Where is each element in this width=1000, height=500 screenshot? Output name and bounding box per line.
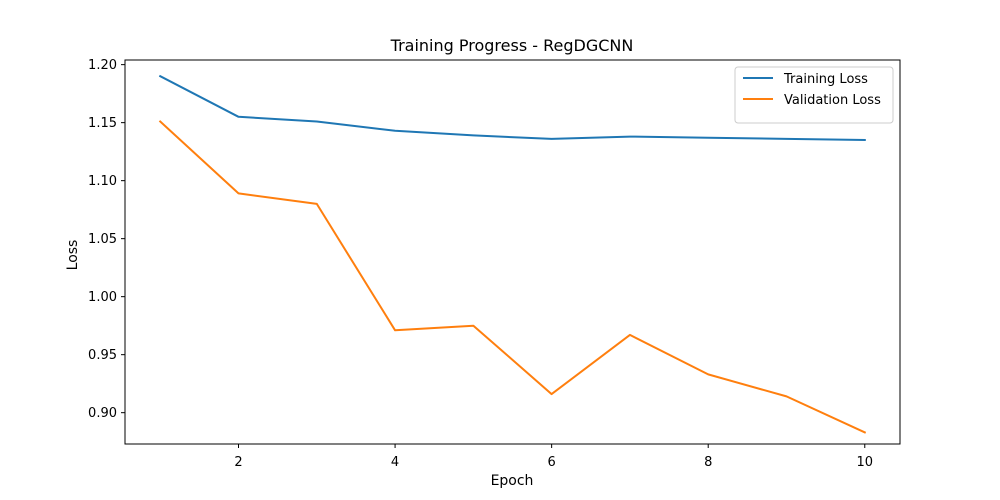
x-tick-label: 8 bbox=[704, 455, 712, 470]
y-tick-label: 1.00 bbox=[88, 290, 117, 305]
y-tick-label: 1.15 bbox=[88, 116, 117, 131]
y-axis-ticks: 0.90 0.95 1.00 1.05 1.10 1.15 1.20 bbox=[88, 58, 125, 421]
y-tick-label: 0.90 bbox=[88, 406, 117, 421]
training-loss-line bbox=[158, 74, 866, 142]
legend-label-validation-loss: Validation Loss bbox=[784, 93, 881, 108]
series-lines bbox=[158, 74, 867, 434]
x-tick-label: 2 bbox=[234, 455, 242, 470]
y-axis-label: Loss bbox=[65, 240, 81, 271]
plot-frame bbox=[124, 59, 901, 445]
y-tick-label: 1.10 bbox=[88, 174, 117, 189]
y-tick-label: 0.95 bbox=[88, 348, 117, 363]
legend-label-training-loss: Training Loss bbox=[783, 72, 868, 87]
y-tick-label: 1.20 bbox=[88, 58, 117, 73]
legend-box bbox=[734, 66, 894, 124]
plot-area bbox=[124, 59, 901, 445]
x-tick-label: 6 bbox=[548, 455, 556, 470]
chart-title: Training Progress - RegDGCNN bbox=[390, 36, 634, 55]
x-tick-label: 10 bbox=[856, 455, 873, 470]
x-tick-label: 4 bbox=[391, 455, 399, 470]
validation-loss-line bbox=[158, 120, 867, 434]
legend: Training Loss Validation Loss bbox=[734, 66, 894, 124]
y-tick-label: 1.05 bbox=[88, 232, 117, 247]
x-axis-ticks: 2 4 6 8 10 bbox=[234, 444, 873, 470]
x-axis-label: Epoch bbox=[491, 473, 534, 489]
